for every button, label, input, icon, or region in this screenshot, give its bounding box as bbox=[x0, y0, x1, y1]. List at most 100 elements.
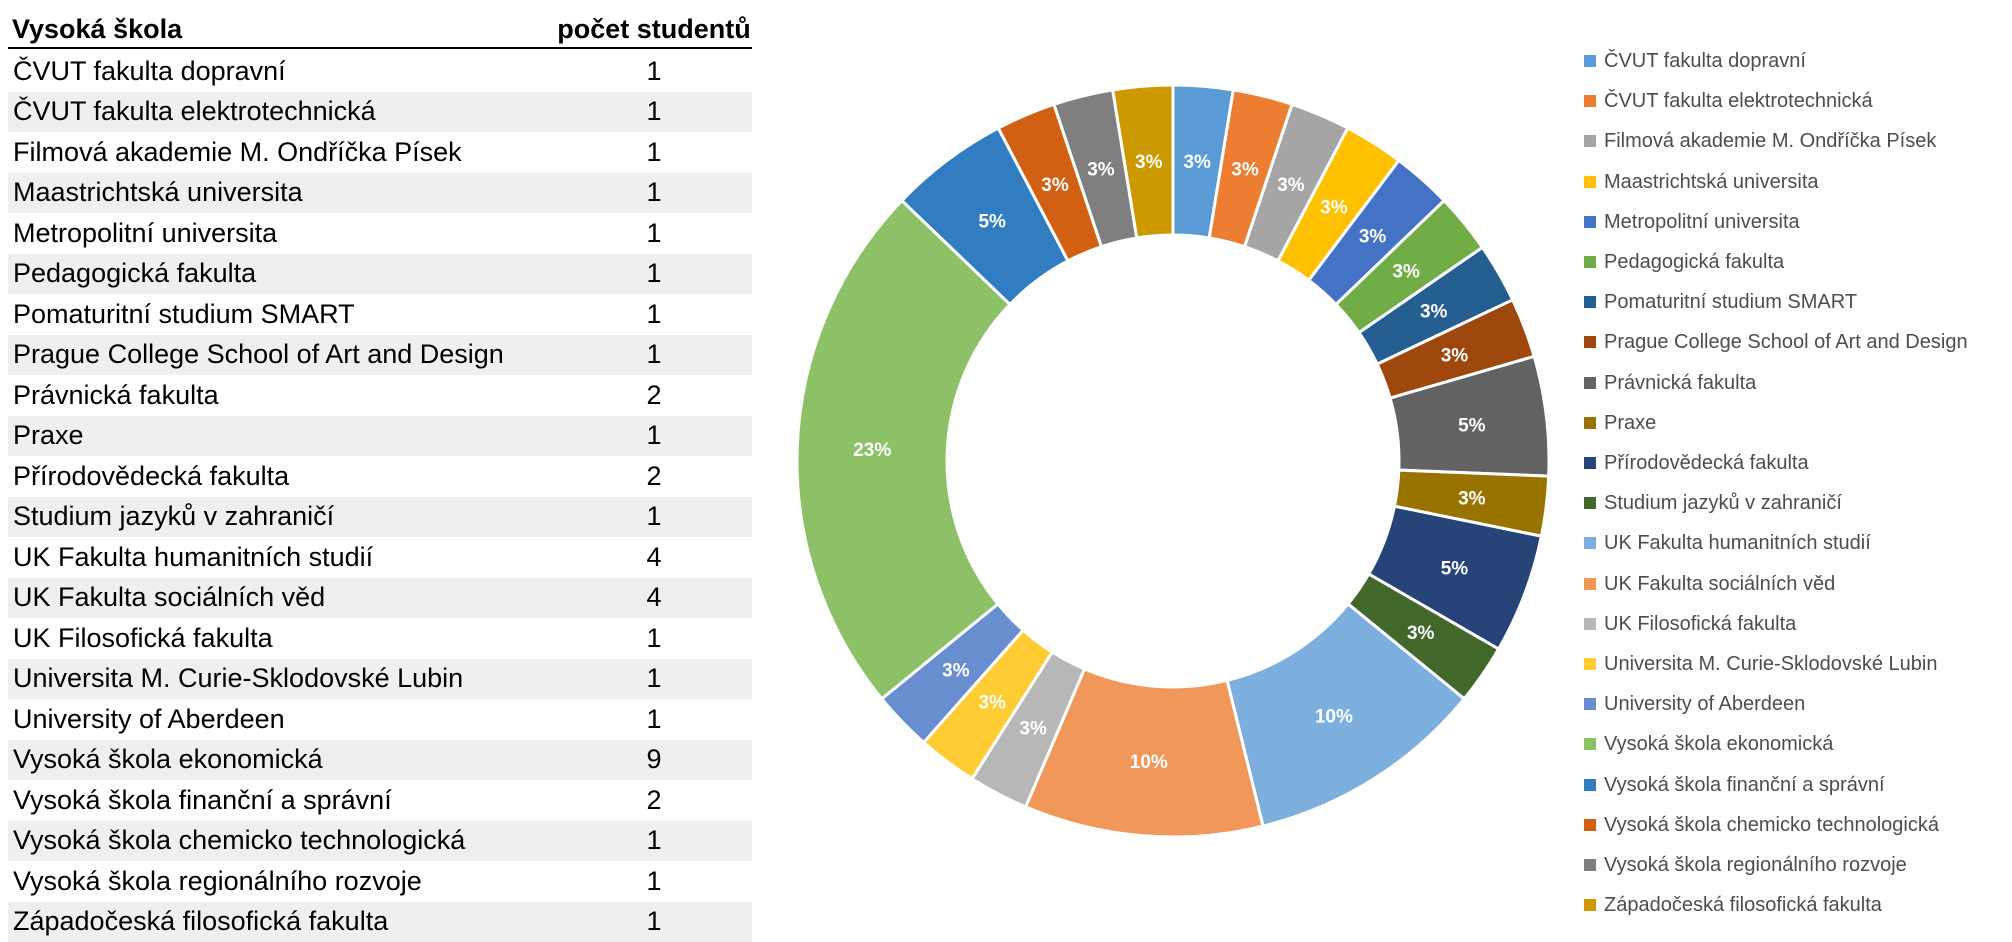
legend-swatch bbox=[1584, 135, 1596, 148]
doughnut-chart-svg: 3% 3%3%3%3%3%3%3%5%3%5%3%10%10%3%3%3%23%5… bbox=[795, 83, 1551, 839]
legend-label: Vysoká škola regionálního rozvoje bbox=[1604, 854, 1907, 876]
table-cell-count: 4 bbox=[646, 582, 662, 613]
table-row: Maastrichtská universita 1 bbox=[8, 172, 752, 213]
table-row: Pomaturitní studium SMART 1 bbox=[8, 294, 752, 335]
table-cell-school: Maastrichtská universita bbox=[13, 177, 303, 208]
pie-slice-label: 3% bbox=[1087, 160, 1115, 181]
pie-slice-label: 3% bbox=[1231, 160, 1259, 181]
table-body: ČVUT fakulta dopravní 1 ČVUT fakulta elekt… bbox=[8, 51, 752, 942]
legend-item: Universita M. Curie-Sklodovské Lubin bbox=[1584, 654, 1937, 674]
table-cell-school: Pomaturitní studium SMART bbox=[13, 298, 355, 329]
table-cell-school: Pedagogická fakulta bbox=[13, 258, 257, 289]
table-row: Vysoká škola regionálního rozvoje 1 bbox=[8, 861, 752, 902]
legend-item: Přírodovědecká fakulta bbox=[1584, 453, 1809, 473]
legend-label: University of Aberdeen bbox=[1604, 693, 1806, 716]
table-cell-count: 2 bbox=[646, 784, 662, 815]
table-cell-count: 1 bbox=[646, 298, 662, 329]
table-cell-count: 1 bbox=[646, 177, 662, 208]
table-row: Vysoká škola chemicko technologická 1 bbox=[8, 820, 752, 861]
table-cell-count: 1 bbox=[646, 501, 662, 532]
legend-swatch bbox=[1584, 95, 1596, 108]
pie-slice-label: 3% bbox=[1359, 227, 1387, 248]
legend-swatch bbox=[1584, 899, 1596, 912]
legend-item: UK Filosofická fakulta bbox=[1584, 614, 1796, 634]
table-row: Prague College School of Art and Design 1 bbox=[8, 334, 752, 375]
table-row: UK Fakulta sociálních věd 4 bbox=[8, 577, 752, 618]
table-row: UK Filosofická fakulta 1 bbox=[8, 618, 752, 659]
pie-slice-label: 10% bbox=[1315, 706, 1353, 727]
table-cell-school: University of Aberdeen bbox=[13, 703, 285, 734]
pie-slice-label: 3% bbox=[1320, 198, 1348, 219]
legend-swatch bbox=[1584, 738, 1596, 751]
table-cell-count: 1 bbox=[646, 55, 662, 86]
table-cell-count: 1 bbox=[646, 825, 662, 856]
legend-item: Pedagogická fakulta bbox=[1584, 252, 1784, 272]
table-row: Vysoká škola finanční a správní 2 bbox=[8, 780, 752, 821]
pie-slice-label: 3% bbox=[1458, 488, 1486, 509]
table-cell-school: UK Filosofická fakulta bbox=[13, 622, 273, 653]
legend-item: UK Fakulta humanitních studií bbox=[1584, 533, 1871, 553]
table-header-count: počet studentů bbox=[557, 14, 751, 44]
pie-slice-label: 3% bbox=[1183, 152, 1211, 173]
table-cell-school: Právnická fakulta bbox=[13, 379, 219, 410]
table-row: University of Aberdeen 1 bbox=[8, 699, 752, 740]
pie-slice-label: 23% bbox=[853, 440, 891, 461]
table-row: Praxe 1 bbox=[8, 415, 752, 456]
legend-label: Vysoká škola chemicko technologická bbox=[1604, 813, 1939, 836]
doughnut-chart: 3% 3% 3% 3% 3% 3% 3% 3% 5% 3% 5% 3% 10% 10% 3% 3% 3% 23% 5… bbox=[760, 70, 1570, 910]
legend-label: ČVUT fakulta dopravní bbox=[1604, 50, 1806, 72]
table-cell-school: Vysoká škola finanční a správní bbox=[13, 784, 392, 815]
table-row: Filmová akademie M. Ondříčka Písek 1 bbox=[8, 132, 752, 173]
table-cell-count: 1 bbox=[646, 136, 662, 167]
legend-item: UK Fakulta sociálních věd bbox=[1584, 574, 1835, 594]
table-row: UK Fakulta humanitních studií 4 bbox=[8, 537, 752, 578]
table-cell-count: 1 bbox=[646, 906, 662, 937]
legend-label: Studium jazyků v zahraničí bbox=[1604, 492, 1842, 515]
table-cell-count: 1 bbox=[646, 865, 662, 896]
legend-label: Metropolitní universita bbox=[1604, 210, 1800, 233]
table-cell-count: 2 bbox=[646, 379, 662, 410]
legend-label: Vysoká škola ekonomická bbox=[1604, 733, 1834, 756]
legend-label: Přírodovědecká fakulta bbox=[1604, 452, 1809, 474]
legend-label: Praxe bbox=[1604, 411, 1657, 434]
pie-slice-label: 5% bbox=[1458, 416, 1486, 437]
pie-slice-label: 3% bbox=[1277, 175, 1305, 196]
pie-slice-label: 10% bbox=[1130, 752, 1168, 773]
pie-slice-label: 3% bbox=[1019, 719, 1047, 740]
pie-slice bbox=[795, 198, 1013, 701]
legend-label: UK Filosofická fakulta bbox=[1604, 612, 1797, 635]
legend-label: ČVUT fakulta elektrotechnická bbox=[1604, 90, 1873, 113]
legend-label: UK Fakulta humanitních studií bbox=[1604, 532, 1871, 555]
table-cell-school: Filmová akademie M. Ondříčka Písek bbox=[13, 136, 462, 167]
table-cell-count: 1 bbox=[646, 96, 662, 127]
table-cell-count: 1 bbox=[646, 703, 662, 734]
legend-label: UK Fakulta sociálních věd bbox=[1604, 572, 1836, 595]
table-cell-school: UK Fakulta sociálních věd bbox=[13, 582, 326, 613]
legend-item: Západočeská filosofická fakulta bbox=[1584, 895, 1882, 915]
table-header: Vysoká škola počet studentů bbox=[8, 10, 752, 49]
table-cell-count: 1 bbox=[646, 622, 662, 653]
table-row: Právnická fakulta 2 bbox=[8, 375, 752, 416]
legend-item: Právnická fakulta bbox=[1584, 373, 1756, 393]
table-row: ČVUT fakulta elektrotechnická 1 bbox=[8, 91, 752, 132]
table-row: Universita M. Curie-Sklodovské Lubin 1 bbox=[8, 658, 752, 699]
legend-item: ČVUT fakulta dopravní bbox=[1584, 51, 1806, 71]
legend-swatch bbox=[1584, 55, 1596, 67]
legend-item: Vysoká škola finanční a správní bbox=[1584, 775, 1885, 795]
table-cell-count: 2 bbox=[646, 460, 662, 491]
legend-label: Pomaturitní studium SMART bbox=[1604, 291, 1858, 314]
pie-slice-label: 3% bbox=[942, 661, 970, 682]
legend-swatch bbox=[1584, 416, 1596, 429]
legend-item: Vysoká škola chemicko technologická bbox=[1584, 815, 1939, 835]
legend-label: Prague College School of Art and Design bbox=[1604, 331, 1968, 354]
legend-item: Filmová akademie M. Ondříčka Písek bbox=[1584, 131, 1936, 151]
legend-item: ČVUT fakulta elektrotechnická bbox=[1584, 91, 1873, 111]
pie-slice-label: 3% bbox=[1041, 175, 1069, 196]
table-row: Metropolitní universita 1 bbox=[8, 213, 752, 254]
table-cell-count: 9 bbox=[646, 744, 662, 775]
legend-item: Pomaturitní studium SMART bbox=[1584, 292, 1857, 312]
legend-swatch bbox=[1584, 698, 1596, 711]
table-cell-school: Vysoká škola chemicko technologická bbox=[13, 825, 466, 856]
table-cell-count: 4 bbox=[646, 541, 662, 572]
